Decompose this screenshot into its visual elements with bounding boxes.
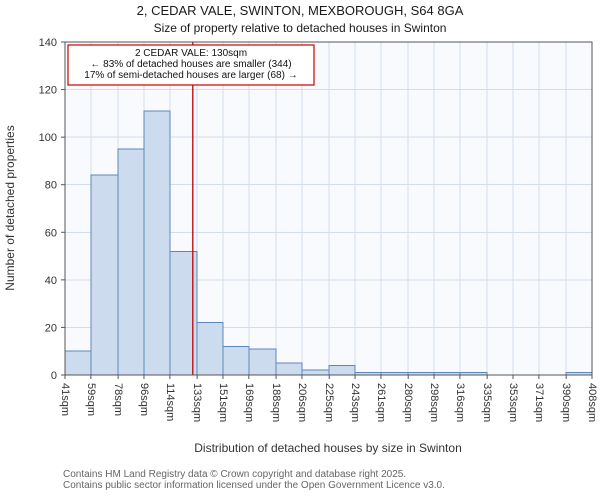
annotation-larger-line: 17% of semi-detached houses are larger (…: [84, 70, 297, 81]
plot-border: [64, 41, 593, 376]
x-axis-label: Distribution of detached houses by size …: [194, 441, 462, 455]
histogram-bar: [90, 174, 119, 376]
x-tick-label: 151sqm: [217, 383, 229, 422]
x-tick-label: 133sqm: [191, 383, 203, 422]
histogram-bar: [222, 345, 250, 376]
y-tick-label: 20: [45, 322, 57, 334]
annotation-property-line: 2 CEDAR VALE: 130sqm: [135, 48, 247, 59]
x-tick-label: 41sqm: [59, 383, 71, 416]
x-tick-label: 261sqm: [375, 383, 387, 422]
x-tick-label: 316sqm: [454, 383, 466, 422]
histogram-bar: [64, 350, 92, 376]
x-tick-label: 188sqm: [270, 383, 282, 422]
x-tick-label: 59sqm: [85, 383, 97, 416]
x-tick-label: 96sqm: [138, 383, 150, 416]
footer-attribution-line-2: Contains public sector information licen…: [63, 480, 445, 491]
y-tick-label: 0: [51, 370, 57, 382]
y-axis-label: Number of detached properties: [3, 125, 17, 290]
x-tick-label: 335sqm: [481, 383, 493, 422]
x-tick-label: 408sqm: [586, 383, 598, 422]
x-tick-label: 280sqm: [402, 383, 414, 422]
y-tick-label: 100: [39, 132, 57, 144]
x-tick-label: 353sqm: [507, 383, 519, 422]
x-tick-label: 78sqm: [112, 383, 124, 416]
histogram-bar: [248, 348, 277, 376]
x-tick-label: 206sqm: [296, 383, 308, 422]
x-tick-label: 390sqm: [560, 383, 572, 422]
y-tick-label: 140: [39, 37, 57, 49]
histogram-bar: [301, 369, 330, 376]
plot-area: 0 20 40 60 80 100 120 140 41sqm 59sqm 78sqm 96sqm 11…: [39, 37, 598, 422]
x-tick-label: 169sqm: [243, 383, 255, 422]
histogram-bar: [328, 364, 356, 376]
x-tick-label: 371sqm: [533, 383, 545, 422]
chart-subtitle: Size of property relative to detached ho…: [154, 21, 447, 35]
y-tick-label: 40: [45, 275, 57, 287]
histogram-bar: [196, 322, 224, 376]
chart-title: 2, CEDAR VALE, SWINTON, MEXBOROUGH, S64 …: [137, 3, 464, 18]
x-tick-label: 243sqm: [349, 383, 361, 422]
footer-attribution-line-1: Contains HM Land Registry data © Crown c…: [63, 469, 406, 480]
histogram-bar: [143, 110, 171, 376]
x-tick-label: 225sqm: [323, 383, 335, 422]
y-tick-label: 120: [39, 85, 57, 97]
annotation-border: [67, 44, 315, 86]
annotation-callout: 2 CEDAR VALE: 130sqm ← 83% of detached h…: [67, 44, 315, 86]
x-tick-label: 298sqm: [428, 383, 440, 422]
y-tick-label: 60: [45, 227, 57, 239]
histogram-bar: [275, 362, 303, 376]
histogram-bar: [117, 148, 145, 376]
annotation-smaller-line: ← 83% of detached houses are smaller (34…: [90, 59, 291, 70]
x-tick-label: 114sqm: [164, 383, 176, 421]
y-tick-label: 80: [45, 180, 57, 192]
